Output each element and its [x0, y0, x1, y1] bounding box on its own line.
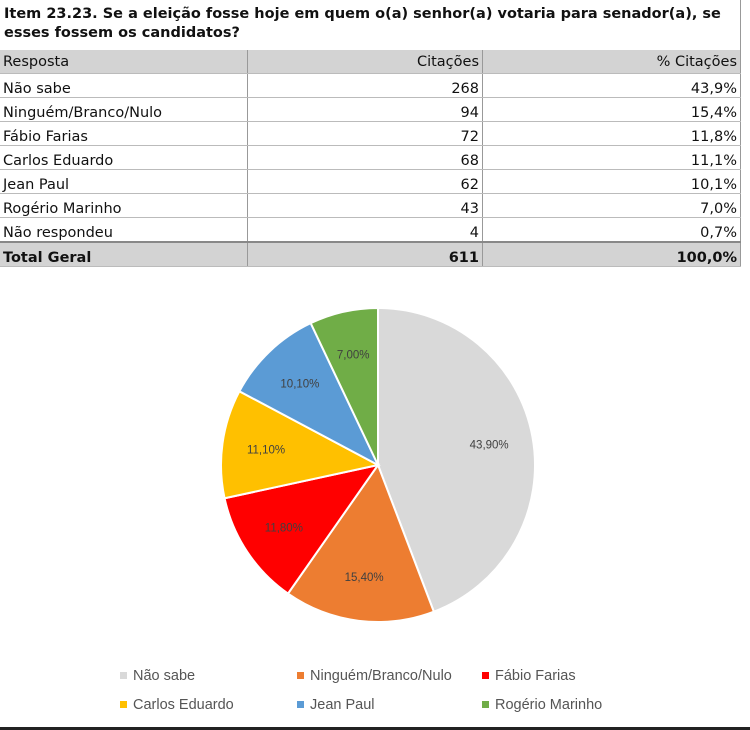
table-row: Jean Paul 62 10,1%	[0, 169, 741, 194]
table-row: Não respondeu 4 0,7%	[0, 217, 741, 243]
pie-data-label: 7,00%	[337, 350, 370, 362]
table-total-row: Total Geral 611 100,0%	[0, 241, 741, 267]
legend-item: Não sabe	[120, 668, 195, 684]
legend-item: Fábio Farias	[482, 668, 576, 684]
results-table: Resposta Citações % Citações Não sabe 268…	[0, 50, 741, 267]
cell-citacoes: 68	[247, 145, 483, 170]
cell-resposta: Jean Paul	[0, 169, 248, 194]
legend-label: Rogério Marinho	[495, 697, 603, 713]
legend-label: Carlos Eduardo	[133, 697, 234, 713]
legend-swatch	[297, 671, 304, 679]
legend-swatch	[482, 700, 489, 708]
bottom-edge	[0, 727, 750, 730]
cell-pct: 0,7%	[482, 217, 741, 243]
legend-swatch	[120, 671, 127, 679]
total-citacoes: 611	[247, 241, 483, 267]
legend-label: Não sabe	[133, 668, 196, 684]
table-right-border	[740, 0, 741, 266]
header-citacoes: Citações	[247, 50, 483, 74]
cell-resposta: Não respondeu	[0, 217, 248, 243]
cell-resposta: Fábio Farias	[0, 121, 248, 146]
legend-label: Fábio Farias	[495, 668, 576, 684]
legend-item: Ninguém/Branco/Nulo	[297, 668, 452, 684]
pie-slice	[377, 306, 536, 614]
pie-chart: 43,90% 15,40% 11,80% 11,10% 10,10% 7,00%	[220, 306, 536, 623]
legend-item: Rogério Marinho	[482, 697, 602, 713]
pie-data-label: 15,40%	[345, 572, 384, 584]
header-pct-citacoes: % Citações	[482, 50, 741, 74]
header-resposta: Resposta	[0, 50, 248, 74]
table-row: Carlos Eduardo 68 11,1%	[0, 145, 741, 170]
table-row: Fábio Farias 72 11,8%	[0, 121, 741, 146]
pie-slice	[309, 306, 379, 466]
legend-label: Jean Paul	[310, 697, 375, 713]
legend-item: Jean Paul	[297, 697, 375, 713]
legend-item: Carlos Eduardo	[120, 697, 234, 713]
cell-citacoes: 72	[247, 121, 483, 146]
legend-swatch	[482, 671, 489, 679]
legend-swatch	[120, 700, 127, 708]
pie-data-label: 11,10%	[247, 444, 285, 456]
cell-resposta: Não sabe	[0, 73, 248, 98]
table-row: Não sabe 268 43,9%	[0, 73, 741, 98]
cell-pct: 11,8%	[482, 121, 741, 146]
question-title: Item 23.23. Se a eleição fosse hoje em q…	[4, 6, 721, 41]
pie-slice	[223, 463, 381, 596]
cell-pct: 11,1%	[482, 145, 741, 170]
pie-data-label: 11,80%	[265, 523, 303, 535]
pie-slice	[238, 321, 381, 468]
cell-citacoes: 4	[247, 217, 483, 243]
cell-citacoes: 43	[247, 193, 483, 218]
legend-swatch	[297, 700, 304, 708]
table-row: Rogério Marinho 43 7,0%	[0, 193, 741, 218]
cell-pct: 15,4%	[482, 97, 741, 122]
pie-slice	[286, 462, 436, 623]
table-header-row: Resposta Citações % Citações	[0, 50, 741, 74]
cell-resposta: Rogério Marinho	[0, 193, 248, 218]
pie-data-label: 43,90%	[470, 440, 509, 452]
pie-data-label: 10,10%	[280, 378, 319, 390]
cell-pct: 10,1%	[482, 169, 741, 194]
table-row: Ninguém/Branco/Nulo 94 15,4%	[0, 97, 741, 122]
cell-citacoes: 268	[247, 73, 483, 98]
cell-resposta: Carlos Eduardo	[0, 145, 248, 170]
cell-pct: 43,9%	[482, 73, 741, 98]
pie-slice	[220, 389, 381, 500]
total-label: Total Geral	[0, 241, 248, 267]
total-pct: 100,0%	[482, 241, 741, 267]
cell-citacoes: 62	[247, 169, 483, 194]
cell-resposta: Ninguém/Branco/Nulo	[0, 97, 248, 122]
cell-pct: 7,0%	[482, 193, 741, 218]
legend-label: Ninguém/Branco/Nulo	[310, 668, 452, 684]
cell-citacoes: 94	[247, 97, 483, 122]
